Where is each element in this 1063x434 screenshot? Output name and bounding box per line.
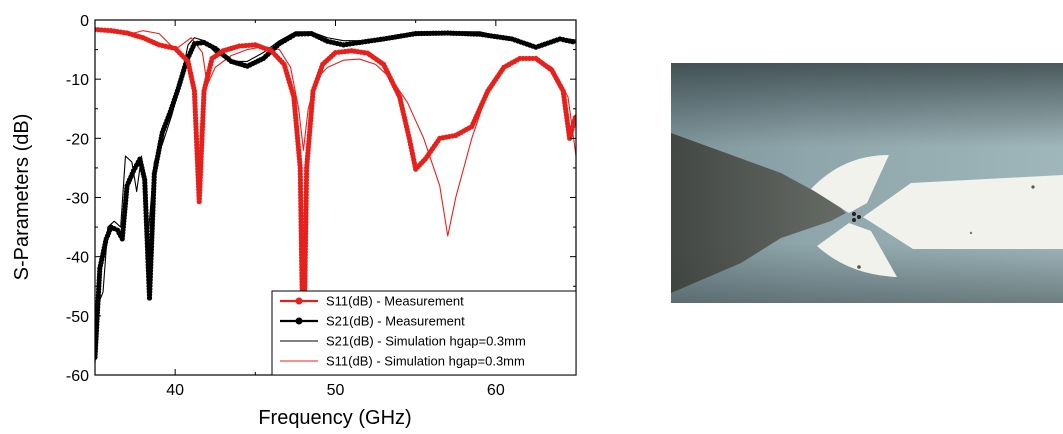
surface-speck [857,265,861,269]
probe-shadow [671,133,846,293]
series-marker-0 [572,115,576,121]
antenna-photo [671,63,1063,303]
legend-label: S21(dB) - Measurement [326,314,465,329]
x-tick-label: 40 [166,382,184,399]
legend-box [271,290,577,376]
series-layer [95,26,576,375]
antenna-lower-wing [817,223,897,277]
y-tick-label: -40 [66,250,89,267]
surface-speck [969,231,973,235]
series-marker-1 [570,39,576,45]
legend-marker [295,297,303,305]
probe-tip [852,218,856,222]
s-parameters-chart: 40 50 60 0 -10 -20 -30 -40 -50 -60 Frequency (GHz… [11,13,577,429]
probe-tip [852,212,856,216]
y-axis-title: S-Parameters (dB) [11,114,33,281]
x-axis-title: Frequency (GHz) [258,407,411,429]
x-tick-label: 50 [327,382,345,399]
antenna-feed-line [863,175,1063,249]
y-tick-label: -30 [66,191,89,208]
legend-label: S11(dB) - Measurement [326,294,464,309]
y-tick-label: -60 [66,368,89,385]
y-tick-label: 0 [80,13,89,30]
legend-marker [295,317,303,325]
antenna-upper-wing [811,155,889,213]
legend-label: S21(dB) - Simulation hgap=0.3mm [326,334,526,349]
legend: S11(dB) - Measurement S21(dB) - Measureme… [271,290,577,376]
y-tick-label: -10 [66,72,89,89]
x-tick-label: 60 [487,382,505,399]
y-tick-label: -20 [66,131,89,148]
y-tick-label: -50 [66,309,89,326]
surface-speck [1031,185,1035,189]
legend-label: S11(dB) - Simulation hgap=0.3mm [326,354,525,369]
probe-tip [857,215,861,219]
